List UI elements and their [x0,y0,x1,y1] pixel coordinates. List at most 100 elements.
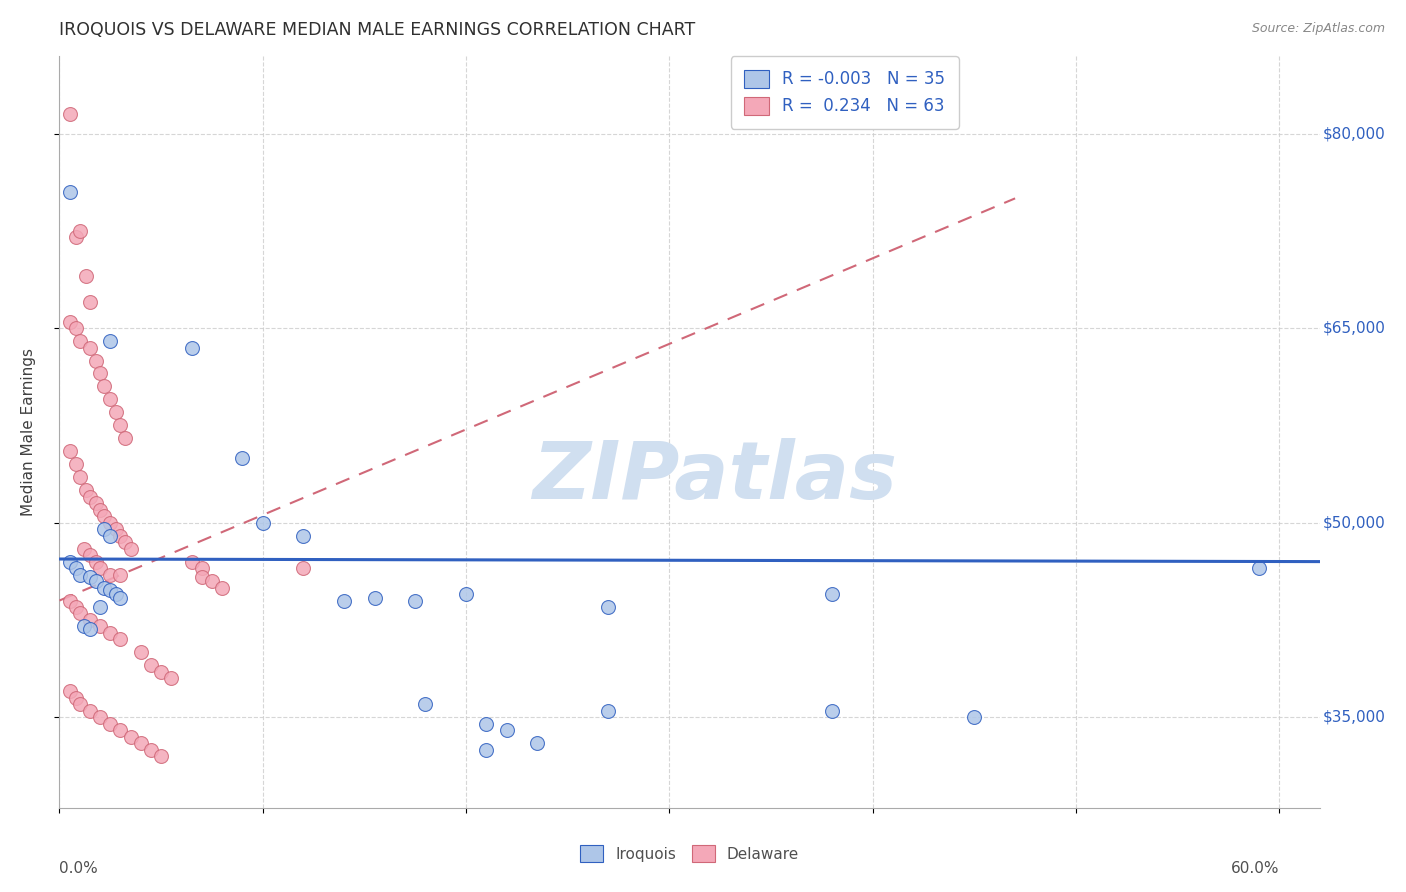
Point [84,353,107,368]
Point [110,632,132,647]
Text: ZIPatlas: ZIPatlas [533,438,897,516]
Point [120,541,142,556]
Point [333,593,356,607]
Point [89,561,111,575]
Point [160,671,183,685]
Point [252,516,274,530]
Point [98,626,121,640]
Point [65,561,87,575]
Point [110,723,132,738]
Point [59,555,82,569]
Point [150,665,173,679]
Point [69,224,91,238]
Point [598,600,620,615]
Point [84,496,107,510]
Text: $80,000: $80,000 [1323,126,1385,141]
Point [150,749,173,764]
Point [75,483,97,498]
Point [98,567,121,582]
Point [69,607,91,621]
Point [129,645,152,659]
Point [110,591,132,605]
Point [79,704,101,718]
Text: 60.0%: 60.0% [1230,861,1279,876]
Point [93,379,115,393]
Point [69,470,91,484]
Point [495,723,517,738]
Point [105,522,128,536]
Point [79,490,101,504]
Point [89,600,111,615]
Point [180,555,202,569]
Point [65,690,87,705]
Point [79,613,101,627]
Point [59,593,82,607]
Point [98,529,121,543]
Point [84,574,107,588]
Point [98,516,121,530]
Point [89,710,111,724]
Point [139,658,162,673]
Point [120,730,142,744]
Point [129,736,152,750]
Point [98,583,121,598]
Point [98,392,121,407]
Point [110,418,132,433]
Point [65,458,87,472]
Point [93,509,115,524]
Point [231,450,253,465]
Point [105,405,128,419]
Point [598,704,620,718]
Point [98,716,121,731]
Point [1249,561,1271,575]
Point [79,341,101,355]
Point [79,548,101,562]
Point [59,107,82,121]
Point [69,698,91,712]
Point [65,230,87,244]
Point [69,567,91,582]
Point [75,269,97,284]
Point [292,561,315,575]
Point [110,567,132,582]
Point [98,334,121,348]
Point [59,684,82,698]
Text: $65,000: $65,000 [1323,320,1385,335]
Point [59,185,82,199]
Point [59,315,82,329]
Point [65,321,87,335]
Point [79,295,101,310]
Y-axis label: Median Male Earnings: Median Male Earnings [21,348,35,516]
Point [73,541,96,556]
Point [93,522,115,536]
Point [475,716,498,731]
Point [963,710,986,724]
Point [191,561,214,575]
Text: $50,000: $50,000 [1323,516,1385,530]
Point [69,334,91,348]
Point [79,622,101,636]
Point [89,619,111,633]
Text: 0.0%: 0.0% [59,861,98,876]
Point [84,555,107,569]
Text: $35,000: $35,000 [1323,710,1385,725]
Point [201,574,224,588]
Point [292,529,315,543]
Point [180,341,202,355]
Point [191,570,214,584]
Point [404,593,426,607]
Point [73,619,96,633]
Point [415,698,437,712]
Point [89,502,111,516]
Legend: Iroquois, Delaware: Iroquois, Delaware [574,839,806,868]
Point [821,587,844,601]
Point [110,529,132,543]
Point [363,591,385,605]
Point [105,587,128,601]
Point [139,742,162,756]
Point [475,742,498,756]
Point [65,600,87,615]
Point [89,367,111,381]
Text: IROQUOIS VS DELAWARE MEDIAN MALE EARNINGS CORRELATION CHART: IROQUOIS VS DELAWARE MEDIAN MALE EARNING… [59,21,696,39]
Point [114,431,136,445]
